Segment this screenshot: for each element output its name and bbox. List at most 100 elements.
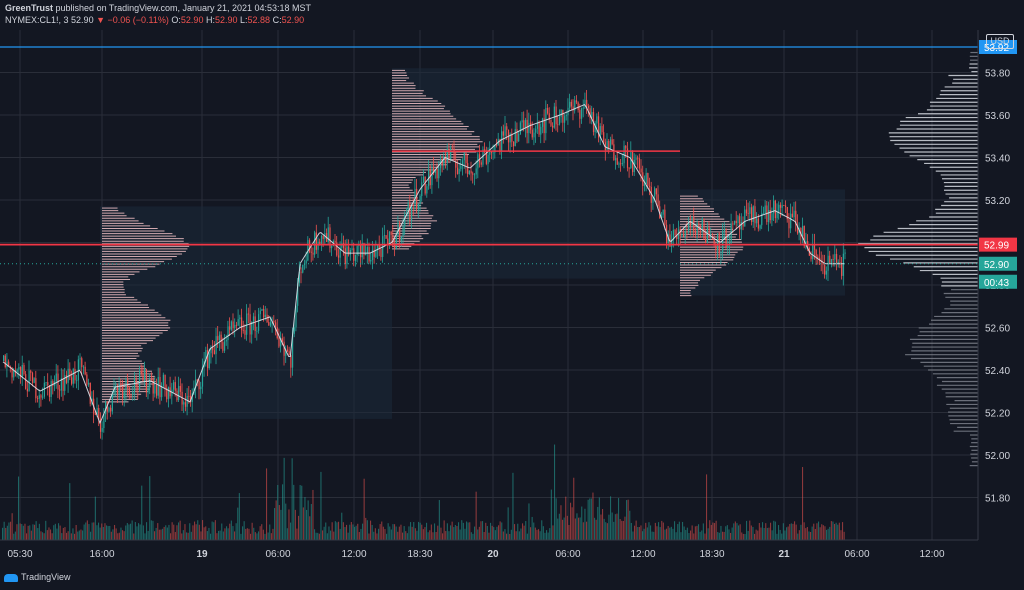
tradingview-logo[interactable]: TradingView xyxy=(4,572,71,582)
candle-body xyxy=(317,241,319,250)
volume-bar xyxy=(178,522,180,540)
x-tick-label: 16:00 xyxy=(89,549,114,560)
candle-body xyxy=(421,182,423,197)
candle-body xyxy=(354,254,357,261)
volume-bar xyxy=(584,508,586,540)
volume-bar xyxy=(581,506,583,540)
symbol-label[interactable]: NYMEX:CL1!, 3 xyxy=(5,15,69,25)
volume-bar xyxy=(11,513,13,540)
candle-body xyxy=(344,248,346,265)
candle-body xyxy=(581,108,583,119)
volume-bar xyxy=(240,533,242,540)
volume-bar xyxy=(301,485,303,540)
volume-bar xyxy=(506,533,508,540)
volume-bar xyxy=(18,476,20,540)
volume-bar xyxy=(658,522,660,540)
candle-body xyxy=(178,385,180,401)
candle-body xyxy=(764,205,766,214)
candle-body xyxy=(351,248,353,251)
volume-bar xyxy=(213,522,215,540)
candle-body xyxy=(768,210,770,223)
volume-bar xyxy=(728,529,730,540)
candle-body xyxy=(280,338,282,347)
volume-bar xyxy=(168,524,170,540)
candle-body xyxy=(144,369,146,382)
publisher-name[interactable]: GreenTrust xyxy=(5,3,54,13)
volume-bar xyxy=(544,532,546,540)
candle-body xyxy=(365,253,367,256)
candle-body xyxy=(254,316,256,332)
candle-body xyxy=(451,148,453,150)
volume-bar xyxy=(6,525,8,540)
volume-bar xyxy=(488,532,490,540)
volume-bar xyxy=(59,525,61,540)
volume-bar xyxy=(802,467,804,540)
candle-body xyxy=(817,256,819,258)
volume-bar xyxy=(264,533,266,540)
low-label: L: xyxy=(240,15,248,25)
volume-bar xyxy=(307,500,309,540)
candle-body xyxy=(337,255,340,258)
volume-bar xyxy=(518,531,520,540)
candle-body xyxy=(834,253,836,260)
candle-body xyxy=(475,168,477,175)
volume-bar xyxy=(331,522,333,540)
volume-bar xyxy=(765,523,767,540)
volume-bar xyxy=(490,522,492,540)
candle-body xyxy=(455,160,457,168)
volume-bar xyxy=(701,530,703,540)
candle-body xyxy=(149,379,151,388)
candle-body xyxy=(671,239,673,247)
volume-bar xyxy=(678,521,680,540)
volume-bar xyxy=(323,526,325,540)
candle-body xyxy=(412,205,414,206)
volume-bar xyxy=(170,533,172,540)
volume-bar xyxy=(202,520,204,540)
candle-body xyxy=(400,236,402,241)
volume-bar xyxy=(462,522,464,540)
volume-bar xyxy=(746,520,748,540)
volume-bar xyxy=(373,531,375,540)
candle-body xyxy=(511,133,513,142)
candle-body xyxy=(793,210,795,218)
candle-body xyxy=(654,188,656,197)
volume-bar xyxy=(674,521,676,540)
candle-body xyxy=(173,382,175,390)
candle-body xyxy=(207,350,209,369)
volume-bar xyxy=(40,531,42,540)
candle-body xyxy=(105,401,107,415)
candle-body xyxy=(309,240,311,252)
candle-body xyxy=(363,243,365,256)
candle-body xyxy=(94,413,96,415)
candle-body xyxy=(11,367,13,378)
close-value: 52.90 xyxy=(281,15,305,25)
x-tick-label: 05:30 xyxy=(7,549,32,560)
volume-bar xyxy=(550,489,552,540)
candle-body xyxy=(650,186,652,203)
candle-body xyxy=(378,244,380,250)
candle-body xyxy=(460,165,462,169)
candle-body xyxy=(727,244,729,248)
volume-bar xyxy=(566,515,568,540)
candle-body xyxy=(349,250,351,255)
candle-body xyxy=(139,370,141,390)
volume-bar xyxy=(714,523,716,540)
volume-bar xyxy=(586,521,588,540)
candle-body xyxy=(334,240,336,243)
volume-bar xyxy=(571,507,573,540)
candle-body xyxy=(210,347,212,354)
currency-button[interactable]: USD xyxy=(986,34,1014,49)
volume-bar xyxy=(458,522,460,540)
volume-bar xyxy=(762,522,764,540)
volume-bar xyxy=(3,521,5,540)
volume-bar xyxy=(360,528,362,540)
candle-body xyxy=(69,368,71,378)
candle-body xyxy=(390,231,392,235)
volume-bar xyxy=(565,496,567,540)
candle-body xyxy=(295,305,297,328)
candle-body xyxy=(329,227,331,249)
volume-bar xyxy=(354,526,356,540)
candle-body xyxy=(830,259,833,264)
volume-bar xyxy=(397,531,399,540)
